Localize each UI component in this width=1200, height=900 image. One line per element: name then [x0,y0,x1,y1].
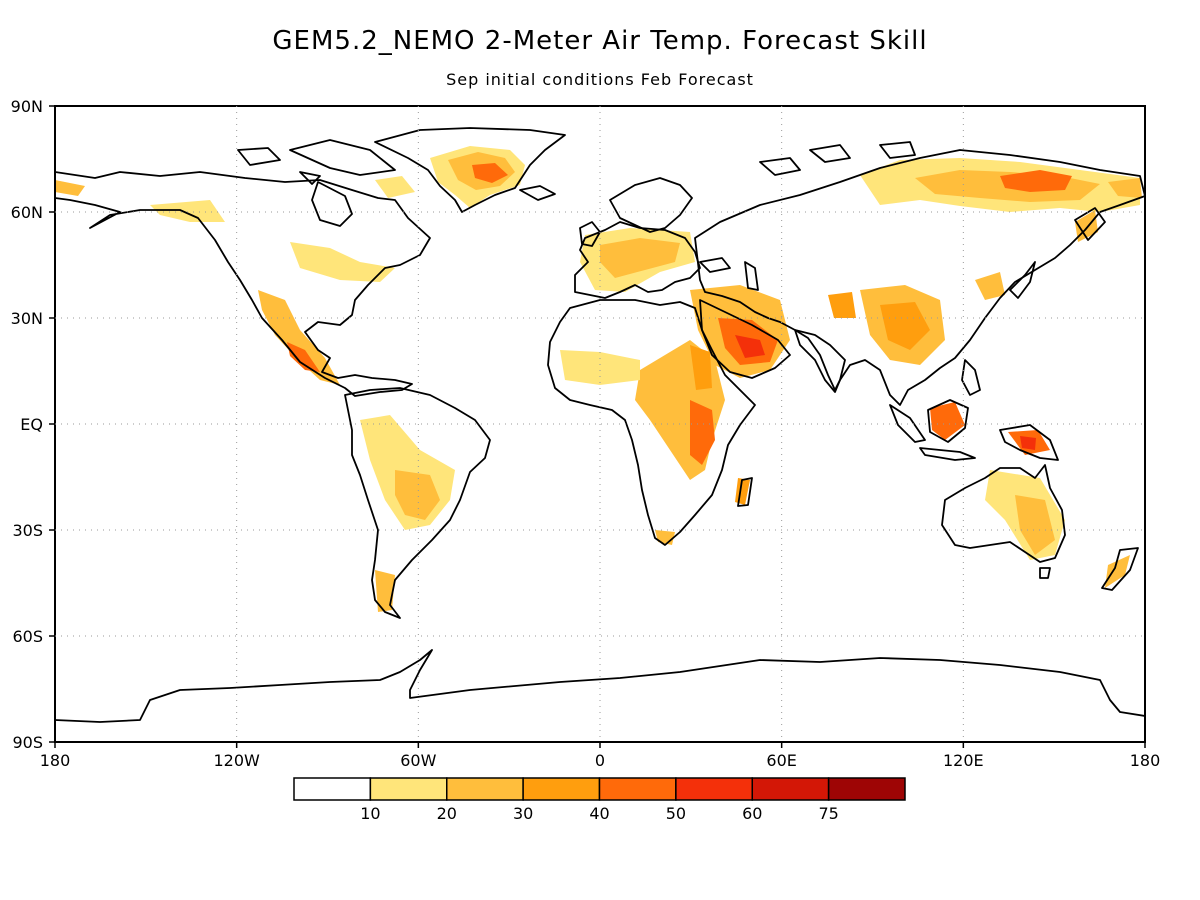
colorbar-label: 50 [666,804,686,823]
lon-tick-label: 180 [1130,751,1161,770]
coastline-kamchatka [1074,207,1106,241]
coastline-arctic-islands [237,139,396,185]
skill-patch-new-guinea-peak [1020,436,1036,450]
skill-patch-alaska-coast [55,180,85,196]
colorbar-swatch [598,777,677,801]
lat-tick-label: 60S [12,627,43,646]
coastline-layer [55,127,1145,723]
skill-patch-brazil-core [395,470,440,520]
lat-tick-label: 60N [11,203,43,222]
lon-tick-label: 60E [766,751,796,770]
colorbar-label: 20 [437,804,457,823]
map-subtitle: Sep initial conditions Feb Forecast [446,70,754,89]
coastline-north-america [55,171,431,397]
skill-patch-mexico-peak [287,342,320,372]
skill-patch-china-core [880,302,930,350]
skill-patch-chukotka [1108,178,1142,198]
coastline-hudson-bay [311,181,353,227]
coastline-india [794,329,846,393]
colorbar-swatch [675,777,753,801]
skill-shading-layer [55,146,1142,612]
skill-patch-mexico [258,290,340,385]
skill-patch-greenland-peak [472,163,508,183]
coastline-japan [1009,261,1036,299]
colorbar-swatch [751,777,830,801]
colorbar-label: 40 [589,804,609,823]
skill-patch-europe-core [600,238,680,278]
coastline-australia [941,464,1066,563]
colorbar-swatch [522,777,601,801]
skill-patch-australia-core [1015,495,1055,555]
coastline-caspian [744,261,759,291]
lat-tick-label: 90N [11,97,43,116]
coastline-sumatra [889,404,926,443]
lon-tick-label: 120E [943,751,984,770]
colorbar-swatch [827,777,906,801]
skill-patch-arabia-peak [735,335,765,358]
coastline-madagascar [737,477,753,507]
lat-tick-label: EQ [20,415,43,434]
lon-tick-label: 60W [400,751,436,770]
coastline-java [919,447,976,461]
coastline-black-sea [699,257,731,273]
skill-patch-china-ne [975,272,1005,300]
coastline-africa [547,299,756,546]
lat-tick-label: 30S [12,521,43,540]
colorbar-swatch [293,777,372,801]
colorbar: 10 20 30 40 50 60 75 [293,777,906,823]
coastline-uk [579,221,601,247]
skill-patch-canada-ne [375,176,415,198]
coastline-arabia [699,299,791,379]
coastline-greenland [374,127,566,213]
coastline-philippines [961,359,981,396]
coastline-asia [694,149,1145,406]
lat-tick-label: 90S [12,733,43,752]
colorbar-swatch [446,777,524,801]
coastline-south-america [344,387,491,619]
coastline-iceland [519,185,556,201]
colorbar-label: 30 [513,804,533,823]
skill-patch-west-africa [560,350,640,385]
coastline-arctic-siberia [759,141,916,176]
coastline-tasmania [1039,567,1051,579]
coastline-borneo [927,399,969,443]
lon-tick-label: 180 [40,751,71,770]
skill-patch-alaska [150,200,225,222]
colorbar-label: 10 [360,804,380,823]
lon-tick-label: 0 [595,751,605,770]
coastline-new-guinea [999,424,1059,461]
skill-patch-nile [690,345,712,390]
colorbar-label: 60 [742,804,762,823]
map-title: GEM5.2_NEMO 2-Meter Air Temp. Forecast S… [272,26,928,56]
coastline-antarctica [55,649,1145,723]
colorbar-label: 75 [818,804,838,823]
colorbar-swatch [369,777,448,801]
skill-patch-south-africa [655,530,675,545]
skill-patch-new-zealand [1105,555,1130,588]
skill-patch-central-asia [828,292,856,318]
coastline-scandinavia [609,177,693,233]
lat-tick-label: 30N [11,309,43,328]
coastline-europe [574,221,701,299]
skill-patch-siberia-peak [1000,170,1072,192]
gridline-layer [55,106,1145,742]
coastline-new-zealand [1101,547,1139,591]
skill-patch-us-midwest [290,242,395,282]
skill-patch-east-africa-core [690,400,715,465]
lon-tick-label: 120W [213,751,260,770]
skill-patch-borneo [930,402,965,440]
